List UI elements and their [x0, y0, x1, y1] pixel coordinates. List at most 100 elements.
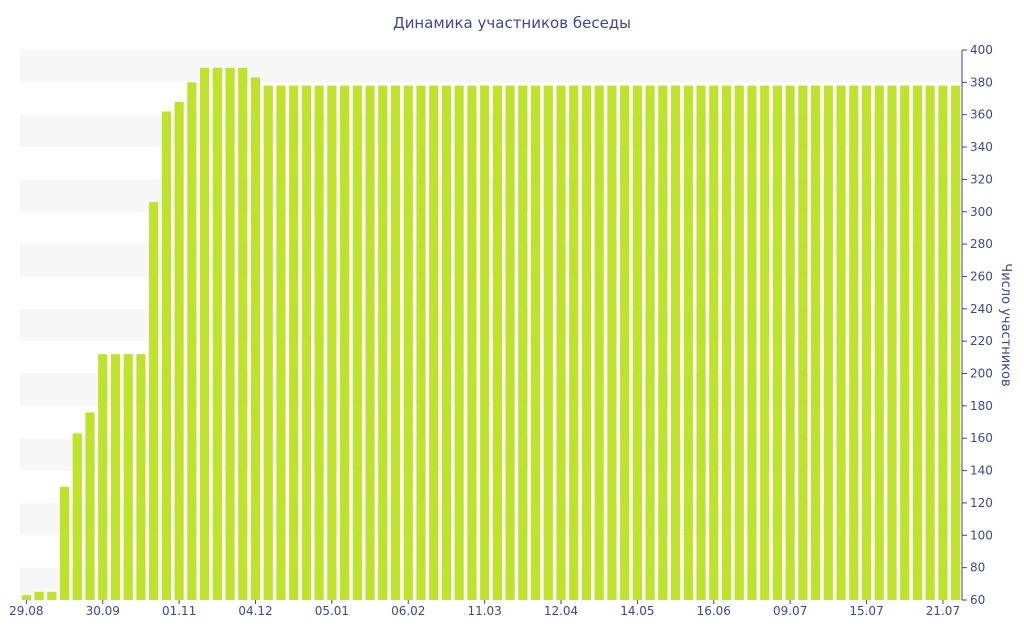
x-tick-label: 01.11	[162, 604, 196, 618]
y-tick-label: 140	[970, 464, 993, 478]
bar[interactable]	[938, 85, 948, 601]
bar[interactable]	[403, 85, 413, 601]
bar[interactable]	[951, 85, 961, 601]
bar[interactable]	[785, 85, 795, 601]
bar[interactable]	[59, 486, 70, 600]
y-tick-label: 180	[970, 399, 993, 413]
y-tick-label: 160	[970, 431, 993, 445]
bar[interactable]	[289, 85, 299, 601]
x-tick-label: 30.09	[86, 604, 120, 618]
y-tick-label: 280	[970, 237, 993, 251]
bar[interactable]	[480, 85, 490, 601]
bar[interactable]	[390, 85, 401, 601]
bar[interactable]	[136, 354, 146, 600]
bar[interactable]	[187, 82, 197, 601]
bar[interactable]	[760, 85, 770, 601]
bar[interactable]	[925, 85, 935, 601]
bar[interactable]	[811, 85, 821, 601]
bar[interactable]	[645, 85, 655, 601]
bar[interactable]	[276, 85, 286, 601]
bar[interactable]	[123, 354, 133, 600]
bar[interactable]	[225, 67, 235, 601]
x-tick-label: 16.06	[697, 604, 731, 618]
bar[interactable]	[454, 85, 464, 601]
bar[interactable]	[161, 111, 171, 600]
bar[interactable]	[110, 354, 121, 600]
bar[interactable]	[556, 85, 566, 601]
bars-group	[21, 67, 961, 601]
bar[interactable]	[734, 85, 744, 601]
bar[interactable]	[632, 85, 642, 601]
bar[interactable]	[581, 85, 592, 601]
bar[interactable]	[72, 433, 82, 600]
bar[interactable]	[696, 85, 706, 601]
y-tick-label: 80	[970, 561, 985, 575]
bar[interactable]	[149, 202, 159, 600]
bar[interactable]	[543, 85, 553, 601]
bar[interactable]	[912, 85, 923, 601]
y-tick-label: 100	[970, 528, 993, 542]
bar[interactable]	[594, 85, 604, 601]
bar[interactable]	[467, 85, 477, 601]
grid-band	[20, 438, 962, 471]
bar[interactable]	[900, 85, 910, 601]
bar[interactable]	[212, 67, 222, 601]
bar[interactable]	[250, 77, 261, 601]
x-tick-label: 04.12	[238, 604, 272, 618]
bar[interactable]	[352, 85, 362, 601]
bar[interactable]	[174, 101, 184, 600]
bar[interactable]	[492, 85, 502, 601]
bar[interactable]	[378, 85, 388, 601]
bar[interactable]	[340, 85, 350, 601]
x-tick-label: 21.07	[926, 604, 960, 618]
bar[interactable]	[836, 85, 846, 601]
y-tick-label: 240	[970, 302, 993, 316]
bar[interactable]	[263, 85, 273, 601]
bar[interactable]	[429, 85, 439, 601]
bar[interactable]	[200, 67, 210, 601]
bar[interactable]	[505, 85, 515, 601]
bar[interactable]	[327, 85, 337, 601]
bar[interactable]	[530, 85, 541, 601]
bar[interactable]	[34, 591, 44, 600]
bar[interactable]	[620, 85, 630, 601]
y-tick-label: 200	[970, 367, 993, 381]
bar[interactable]	[301, 85, 312, 601]
bar[interactable]	[365, 85, 375, 601]
grid-band	[20, 179, 962, 212]
bar[interactable]	[314, 85, 324, 601]
bar[interactable]	[709, 85, 719, 601]
bar[interactable]	[518, 85, 528, 601]
bar[interactable]	[441, 85, 452, 601]
bar[interactable]	[416, 85, 426, 601]
bar[interactable]	[569, 85, 579, 601]
bar[interactable]	[798, 85, 808, 601]
grid-band	[20, 373, 962, 406]
bar[interactable]	[98, 354, 108, 600]
bar[interactable]	[874, 85, 884, 601]
y-tick-label: 380	[970, 75, 993, 89]
bar[interactable]	[607, 85, 617, 601]
grid-band	[20, 50, 962, 83]
bar[interactable]	[85, 412, 95, 600]
bar[interactable]	[21, 595, 31, 600]
bar[interactable]	[887, 85, 897, 601]
grid-band	[20, 244, 962, 277]
bar[interactable]	[772, 85, 783, 601]
bar[interactable]	[849, 85, 859, 601]
bar[interactable]	[721, 85, 732, 601]
y-tick-label: 320	[970, 172, 993, 186]
bar[interactable]	[683, 85, 693, 601]
bar[interactable]	[823, 85, 833, 601]
bar[interactable]	[238, 67, 248, 601]
bar[interactable]	[671, 85, 681, 601]
x-tick-label: 11.03	[467, 604, 501, 618]
bar[interactable]	[47, 591, 57, 600]
bar[interactable]	[861, 85, 872, 601]
bar[interactable]	[658, 85, 668, 601]
x-tick-label: 09.07	[773, 604, 807, 618]
y-axis-label: Число участников	[998, 263, 1013, 386]
bar[interactable]	[747, 85, 757, 601]
